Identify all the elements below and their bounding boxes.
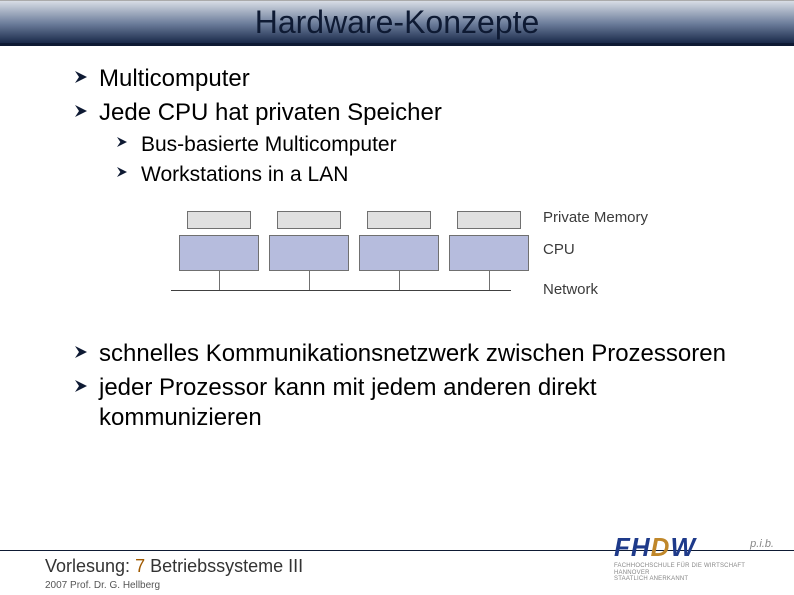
memory-box <box>277 211 341 229</box>
title-bar: Hardware-Konzepte <box>0 0 794 46</box>
bullet-text: Bus-basierte Multicomputer <box>141 132 397 158</box>
bullet-text: Workstations in a LAN <box>141 162 348 188</box>
diagram-label: CPU <box>543 241 575 258</box>
cpu-box <box>449 235 529 271</box>
bullet-text: Multicomputer <box>99 64 250 94</box>
bullet-item: schnelles Kommunikationsnetzwerk zwische… <box>75 339 749 369</box>
architecture-diagram: Private Memory CPU Network <box>165 205 665 325</box>
bullet-text: schnelles Kommunikationsnetzwerk zwische… <box>99 339 726 369</box>
cpu-box <box>359 235 439 271</box>
bullet-item: Multicomputer <box>75 64 749 94</box>
bullet-item: Jede CPU hat privaten Speicher <box>75 98 749 128</box>
logo-sub3: STAATLICH ANERKANNT <box>614 576 764 583</box>
connector-line <box>309 271 310 290</box>
cpu-box <box>179 235 259 271</box>
bullet-item: jeder Prozessor kann mit jedem anderen d… <box>75 373 749 433</box>
bullet-text: jeder Prozessor kann mit jedem anderen d… <box>99 373 749 433</box>
bullet-item: Workstations in a LAN <box>75 162 749 188</box>
bullet-item: Bus-basierte Multicomputer <box>75 132 749 158</box>
footer-author: 2007 Prof. Dr. G. Hellberg <box>45 580 160 591</box>
connector-line <box>219 271 220 290</box>
slide-content: Multicomputer Jede CPU hat privaten Spei… <box>0 46 794 433</box>
fhdw-logo: FHDW p.i.b. FACHHOCHSCHULE FÜR DIE WIRTS… <box>614 532 764 589</box>
bullet-icon <box>75 346 91 358</box>
logo-sub1: FACHHOCHSCHULE FÜR DIE WIRTSCHAFT <box>614 563 764 570</box>
footer-lecture: Vorlesung: 7 Betriebssysteme III <box>45 556 303 577</box>
bullet-icon <box>75 380 91 392</box>
footer-prefix: Vorlesung: <box>45 556 135 576</box>
footer-num: 7 <box>135 556 145 576</box>
bullet-icon <box>117 137 133 147</box>
memory-box <box>367 211 431 229</box>
logo-sub2: HANNOVER <box>614 570 764 577</box>
bullet-icon <box>75 105 91 117</box>
cpu-box <box>269 235 349 271</box>
network-line <box>171 290 511 291</box>
memory-box <box>457 211 521 229</box>
diagram-label: Private Memory <box>543 209 648 226</box>
bullet-icon <box>75 71 91 83</box>
slide-title: Hardware-Konzepte <box>255 4 540 41</box>
connector-line <box>399 271 400 290</box>
footer-title: Betriebssysteme III <box>145 556 303 576</box>
connector-line <box>489 271 490 290</box>
memory-box <box>187 211 251 229</box>
logo-pib: p.i.b. <box>750 538 774 550</box>
logo-letters: FHDW <box>614 532 764 563</box>
bullet-icon <box>117 167 133 177</box>
bullet-text: Jede CPU hat privaten Speicher <box>99 98 442 128</box>
diagram-label: Network <box>543 281 598 298</box>
